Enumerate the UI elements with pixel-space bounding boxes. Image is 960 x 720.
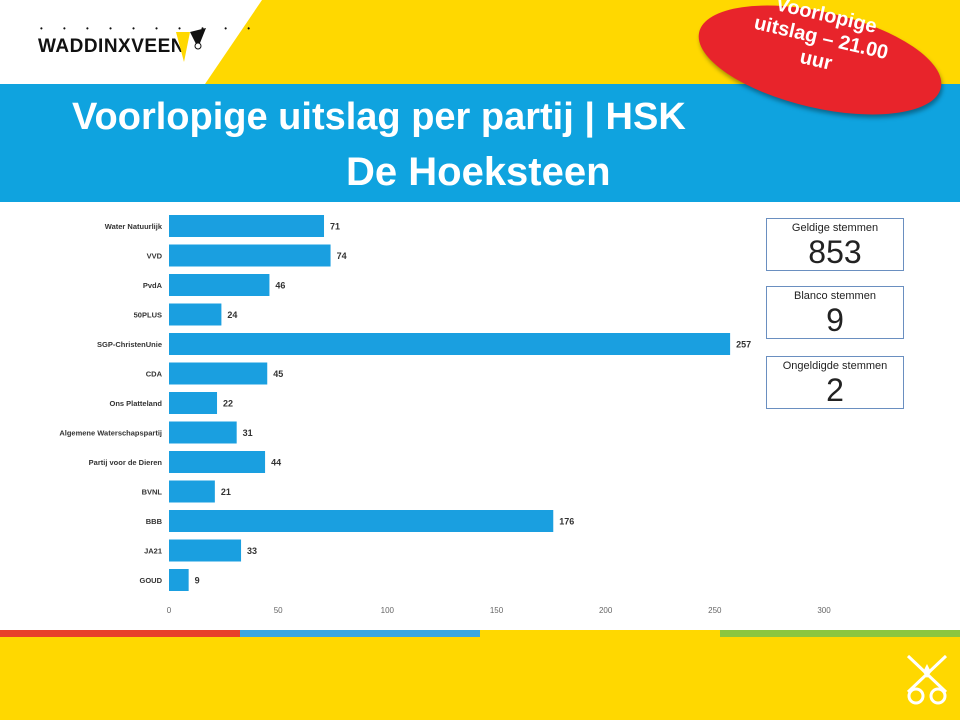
data-label: 21	[221, 487, 231, 497]
x-tick-label: 50	[274, 606, 283, 615]
stat-value: 853	[808, 234, 862, 270]
data-label: 74	[337, 251, 347, 261]
footer-background	[0, 637, 960, 720]
logo-background	[0, 0, 262, 84]
bar	[169, 451, 266, 473]
data-label: 22	[223, 399, 233, 409]
data-label: 24	[227, 310, 237, 320]
stat-label: Blanco stemmen	[794, 290, 876, 302]
page-title: Voorlopige uitslag per partij | HSK	[72, 96, 686, 138]
chart-area: Water Natuurlijk 71 VVD 74 PvdA 46 50PLUS 24 SGP…	[0, 202, 960, 630]
category-label: 50PLUS	[134, 311, 162, 320]
crossed-keys-icon	[906, 654, 948, 705]
bar	[169, 244, 331, 267]
category-label: JA21	[144, 547, 162, 556]
bar	[169, 333, 731, 355]
data-label: 257	[736, 340, 751, 350]
bar	[169, 362, 268, 385]
category-label: BBB	[146, 517, 163, 526]
category-label: Partij voor de Dieren	[89, 458, 163, 467]
bar	[169, 274, 270, 296]
data-label: 176	[559, 517, 574, 527]
logo-text: WADDINXVEEN	[38, 36, 185, 57]
category-label: SGP-ChristenUnie	[97, 340, 162, 349]
stat-value: 9	[826, 302, 844, 338]
data-label: 45	[273, 369, 283, 379]
category-label: PvdA	[143, 281, 163, 290]
stat-label: Geldige stemmen	[791, 222, 879, 234]
category-label: BVNL	[142, 488, 163, 497]
data-label: 44	[271, 458, 281, 468]
category-label: VVD	[147, 252, 163, 261]
bar	[169, 480, 215, 503]
stat-value: 2	[826, 372, 844, 408]
data-label: 46	[275, 281, 285, 291]
stripe-green	[720, 630, 960, 637]
x-tick-label: 150	[490, 606, 504, 615]
category-label: GOUD	[140, 576, 163, 585]
x-tick-label: 200	[599, 606, 613, 615]
data-label: 31	[243, 428, 253, 438]
page-subtitle: De Hoeksteen	[346, 150, 611, 194]
category-label: CDA	[146, 370, 163, 379]
stripe-blue	[240, 630, 480, 637]
stat-card-blank: Blanco stemmen 9	[766, 286, 904, 339]
bar	[169, 539, 242, 562]
bar	[169, 421, 237, 444]
category-label: Water Natuurlijk	[105, 222, 163, 231]
stat-card-valid: Geldige stemmen 853	[766, 218, 904, 271]
bar-chart: Water Natuurlijk 71 VVD 74 PvdA 46 50PLUS 24 SGP…	[59, 215, 831, 615]
data-label: 71	[330, 222, 340, 232]
bar	[169, 215, 325, 237]
x-tick-label: 250	[708, 606, 722, 615]
bar	[169, 569, 189, 591]
stat-card-invalid: Ongeldigde stemmen 2	[766, 356, 904, 409]
category-label: Algemene Waterschapspartij	[59, 429, 162, 438]
data-label: 33	[247, 546, 257, 556]
stripe-red	[0, 630, 240, 637]
bar	[169, 510, 554, 532]
x-tick-label: 100	[381, 606, 395, 615]
data-label: 9	[195, 576, 200, 586]
stat-label: Ongeldigde stemmen	[782, 360, 888, 372]
bar	[169, 303, 222, 326]
stripe-yellow	[480, 630, 720, 637]
x-tick-label: 0	[167, 606, 172, 615]
category-label: Ons Platteland	[109, 399, 162, 408]
bar	[169, 392, 218, 414]
logo-emblem-icon	[176, 28, 206, 62]
logo-dots: • • • • • • • • • •	[40, 24, 260, 33]
x-tick-label: 300	[817, 606, 831, 615]
